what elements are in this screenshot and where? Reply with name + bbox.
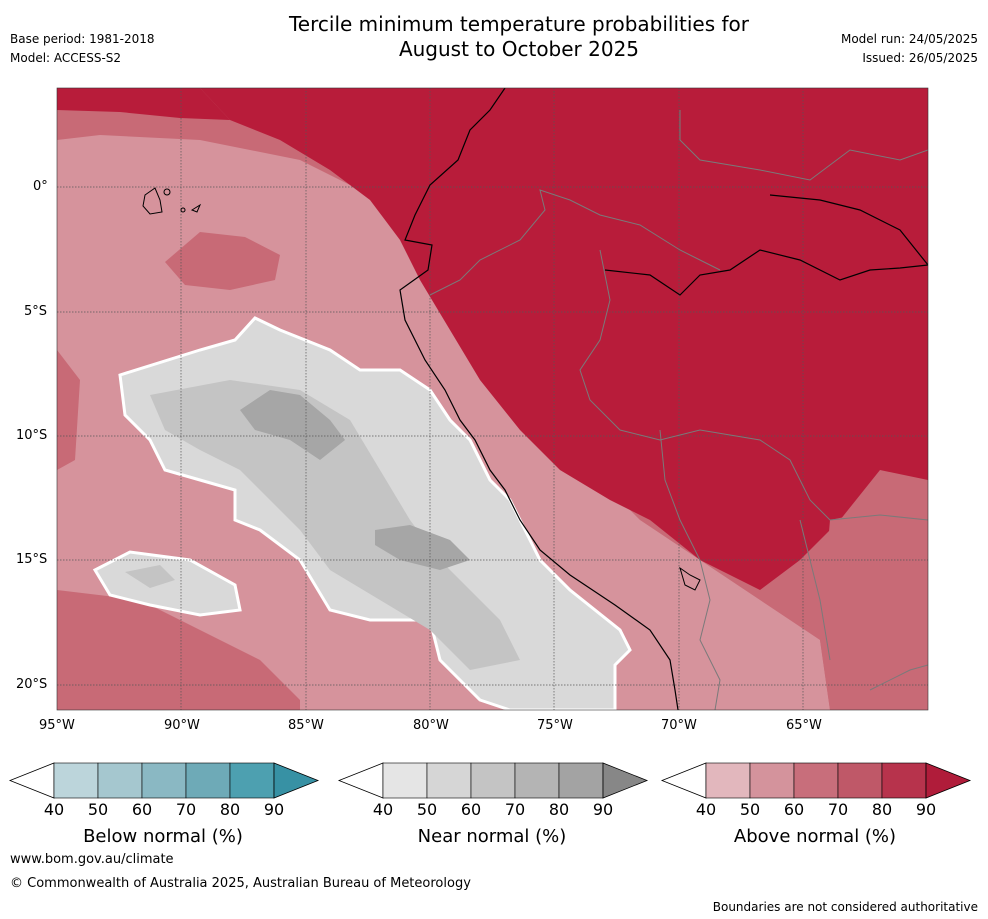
near-colorbar-segment [514,762,560,799]
below-colorbar-max-extension [273,762,320,799]
title-line-1: Tercile minimum temperature probabilitie… [288,12,750,36]
model-run-text: Model run: 24/05/2025 [840,32,978,46]
map-frame [56,87,929,711]
lat-label-0: 0° [33,179,48,194]
website-link[interactable]: www.bom.gov.au/climate [10,852,174,867]
below-colorbar-tick: 60 [131,800,153,819]
near-mid-zone [150,380,520,670]
above-colorbar-segment [705,762,751,799]
lon-label-90w: 90°W [164,718,200,733]
near-colorbar-segment [470,762,516,799]
gridlines [57,88,928,710]
country-borders [429,110,928,710]
near-colorbar-segment [382,762,428,799]
lat-label-5s: 5°S [24,304,48,319]
lon-label-85w: 85°W [288,718,324,733]
lake-titicaca [679,566,701,591]
above-mid-patch [165,232,280,290]
near-normal-label: Near normal (%) [417,826,567,847]
base-period-text: Base period: 1981-2018 [10,32,155,46]
above-mid-west [57,350,80,470]
below-colorbar-tick: 50 [87,800,109,819]
lon-label-80w: 80°W [413,718,449,733]
above-colorbar-min-extension [660,762,707,799]
below-normal-label: Below normal (%) [83,826,243,847]
lat-label-10s: 10°S [16,428,48,443]
model-text: Model: ACCESS-S2 [10,51,122,65]
near-colorbar-segment [558,762,604,799]
near-dark-patch-2 [375,525,470,570]
lat-label-15s: 15°S [16,552,48,567]
below-colorbar-tick: 40 [43,800,65,819]
near-normal-southwest [92,550,242,617]
near-colorbar-min-extension [337,762,384,799]
map-layers [57,88,928,710]
above-colorbar-max-extension [925,762,972,799]
below-colorbar-segment [97,762,143,799]
near-colorbar-max-extension [602,762,649,799]
lon-label-75w: 75°W [537,718,573,733]
lat-label-20s: 20°S [16,677,48,692]
lon-label-65w: 65°W [786,718,822,733]
below-colorbar-segment [185,762,231,799]
near-dark-patch-1 [240,390,345,460]
amazon-river [604,194,928,296]
near-mid-southwest [125,565,175,588]
near-colorbar-tick: 40 [372,800,394,819]
near-colorbar-tick: 60 [460,800,482,819]
below-colorbar-tick: 70 [175,800,197,819]
below-colorbar-min-extension [8,762,55,799]
above-colorbar-tick: 90 [915,800,937,819]
above-colorbar-segment [837,762,883,799]
above-colorbar-tick: 80 [871,800,893,819]
below-colorbar-tick: 90 [263,800,285,819]
above-normal-label: Above normal (%) [733,826,897,847]
copyright-text: © Commonwealth of Australia 2025, Austra… [10,876,471,891]
below-colorbar-tick: 80 [219,800,241,819]
above-dark-north [57,88,230,120]
page-title: Tercile minimum temperature probabilitie… [194,12,844,62]
above-colorbar-segment [749,762,795,799]
above-colorbar-tick: 60 [783,800,805,819]
galapagos-islands [142,187,202,215]
above-mid-southwest [57,590,300,710]
colorbars [8,762,972,799]
above-mid-southeast [820,500,928,710]
above-colorbar-segment [793,762,839,799]
near-colorbar-tick: 90 [592,800,614,819]
near-colorbar-tick: 70 [504,800,526,819]
below-colorbar-segment [141,762,187,799]
below-colorbar-segment [53,762,99,799]
lon-label-70w: 70°W [661,718,697,733]
disclaimer-text: Boundaries are not considered authoritat… [712,900,978,914]
above-colorbar-tick: 50 [739,800,761,819]
above-dark-zone [200,88,928,590]
title-line-2: August to October 2025 [398,37,640,61]
above-colorbar-tick: 40 [695,800,717,819]
near-colorbar-tick: 50 [416,800,438,819]
near-colorbar-tick: 80 [548,800,570,819]
issued-text: Issued: 26/05/2025 [862,51,978,65]
above-colorbar-tick: 70 [827,800,849,819]
near-colorbar-segment [426,762,472,799]
below-colorbar-segment [229,762,275,799]
coastline [399,88,679,710]
above-colorbar-segment [881,762,927,799]
lon-label-95w: 95°W [39,718,75,733]
